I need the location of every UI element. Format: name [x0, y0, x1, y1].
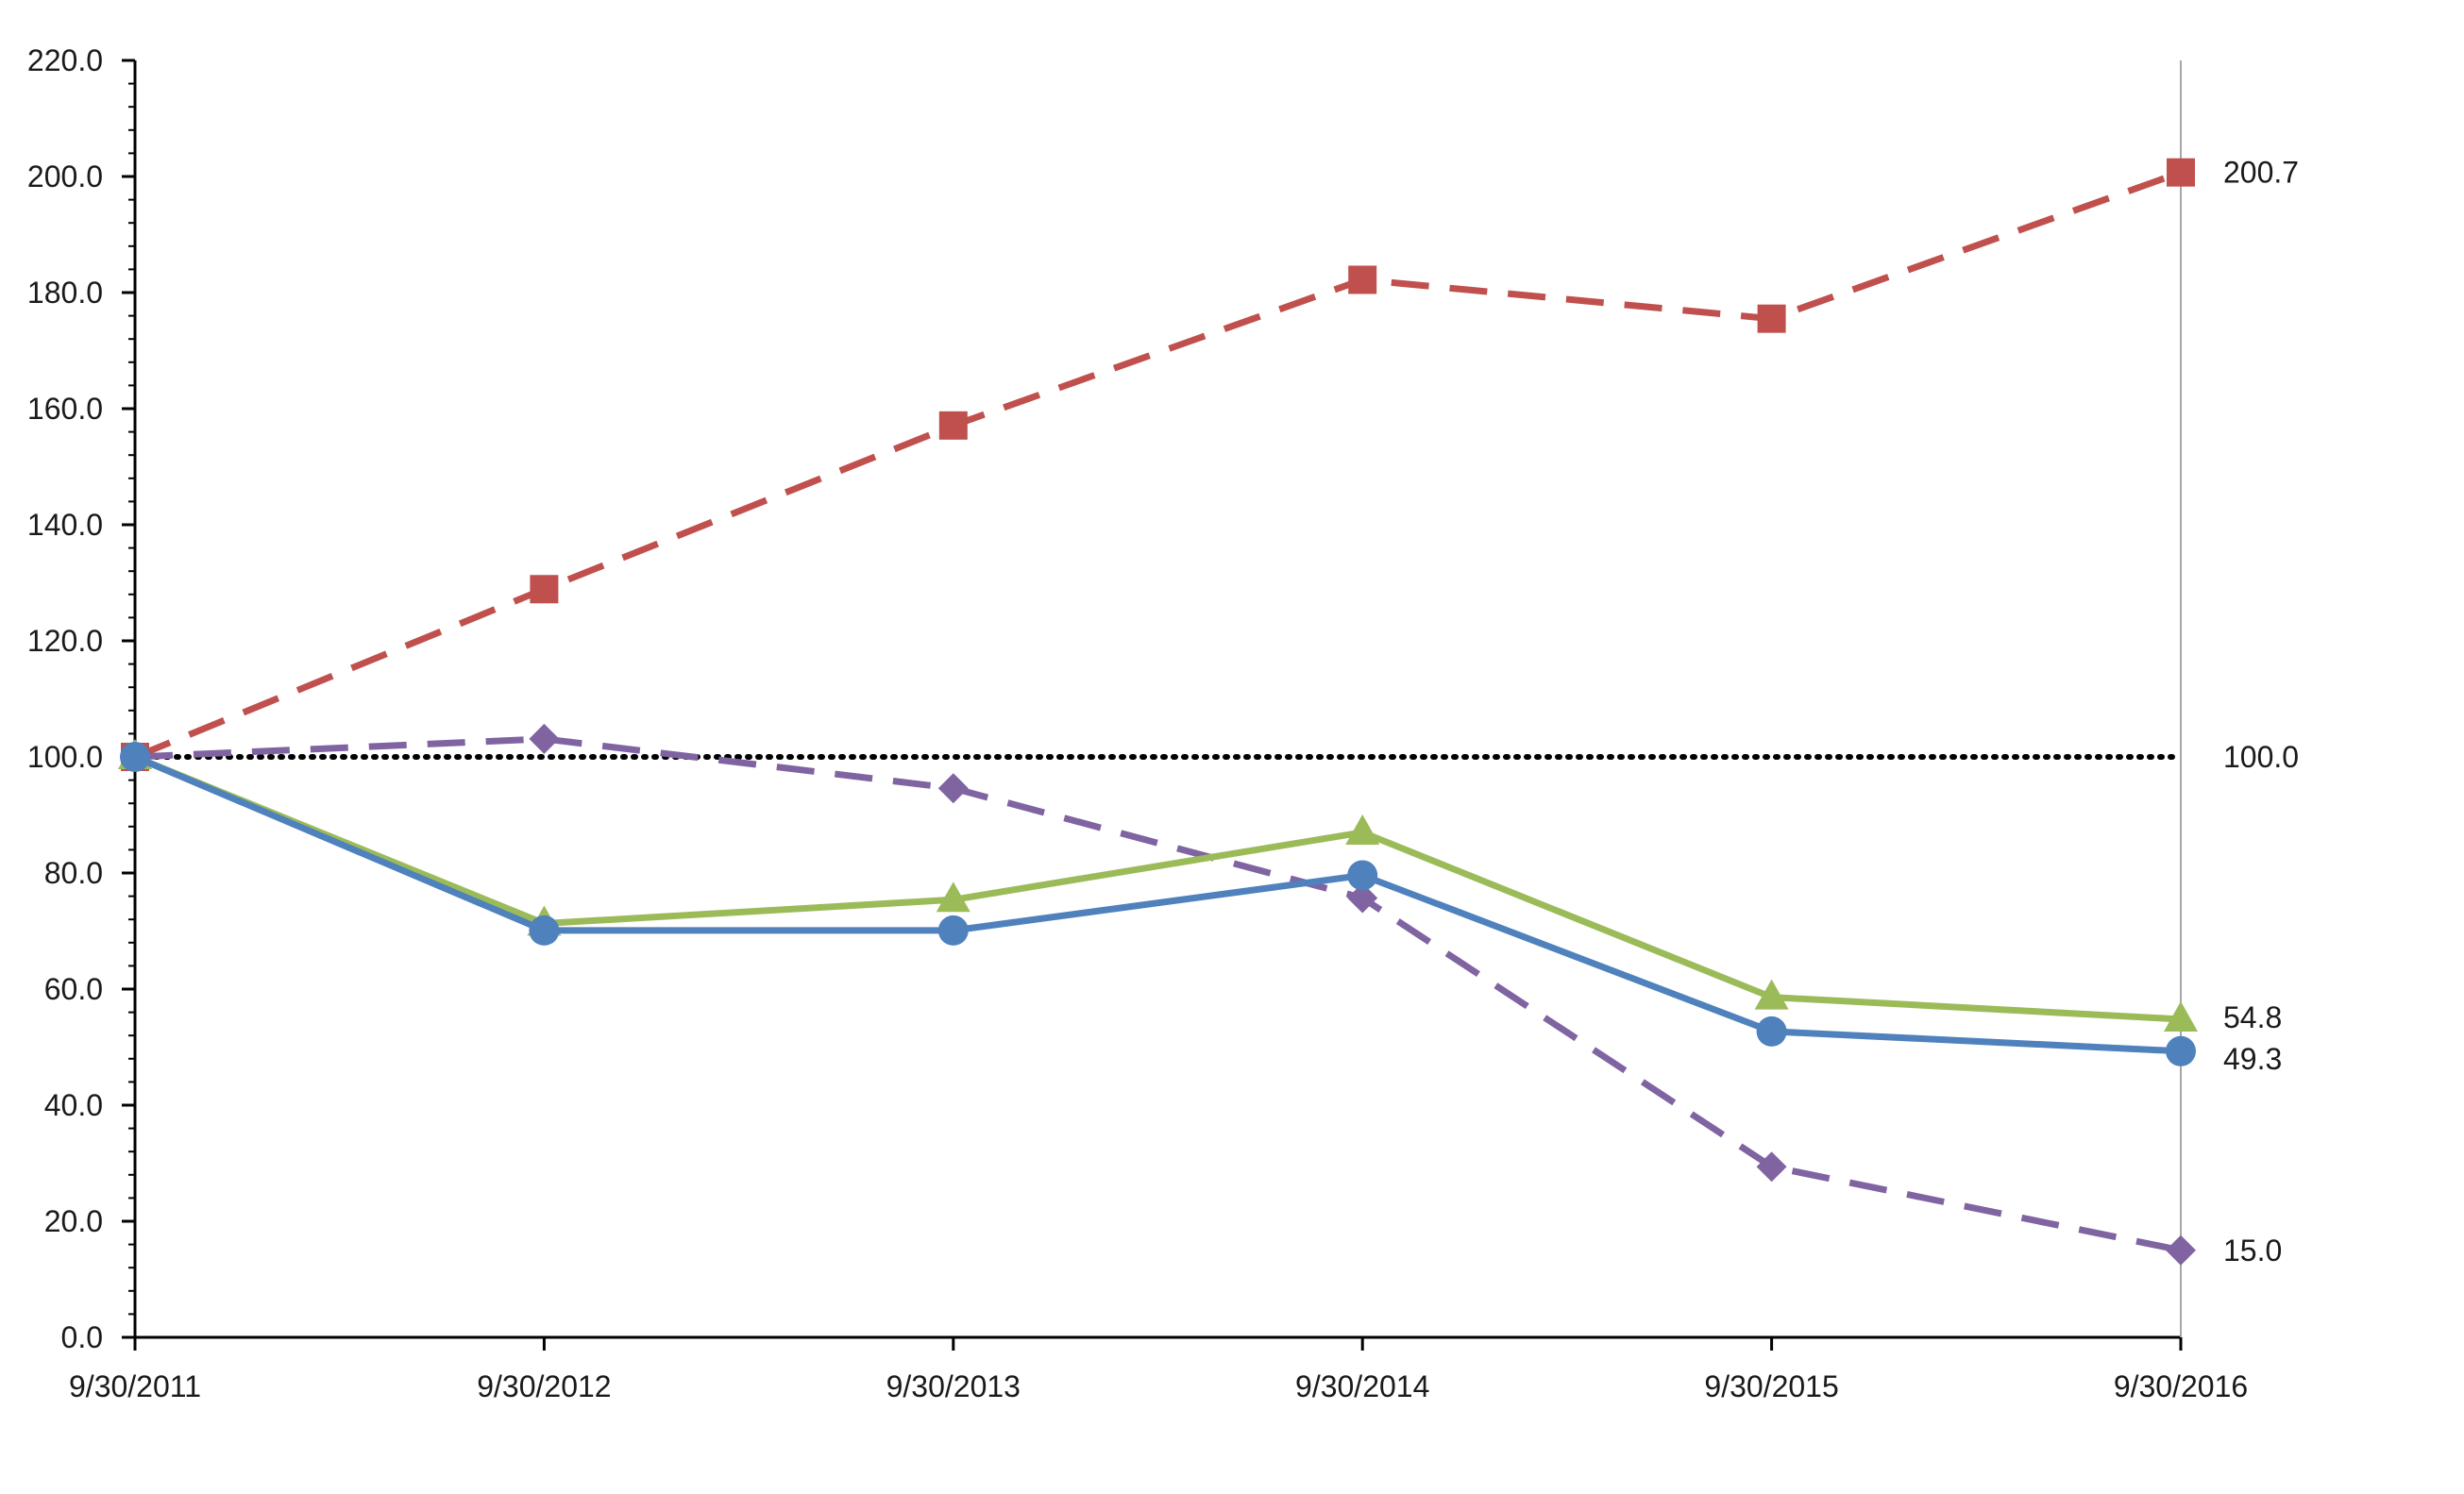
- series-3-point: [1345, 814, 1380, 845]
- series-3-point: [2164, 1000, 2198, 1032]
- y-tick-label: 60.0: [44, 972, 103, 1006]
- series-2-point: [937, 773, 969, 804]
- series-2-point: [1756, 1151, 1787, 1183]
- x-tick-label: 9/30/2011: [69, 1369, 201, 1403]
- series-1-point: [1348, 265, 1377, 294]
- y-tick-label: 20.0: [44, 1204, 103, 1238]
- series-line-2: [134, 735, 2182, 1254]
- series-group: [118, 158, 2198, 1266]
- reference-end-label: 100.0: [2223, 740, 2299, 774]
- x-tick-label: 9/30/2015: [1704, 1369, 1838, 1403]
- y-tick-label: 40.0: [44, 1088, 103, 1122]
- series-1-point: [938, 411, 968, 440]
- y-tick-label: 180.0: [27, 276, 103, 310]
- series-4-point: [1347, 860, 1378, 891]
- series-4-point: [937, 915, 969, 946]
- y-tick-label: 120.0: [27, 624, 103, 658]
- series-3-point: [936, 881, 970, 913]
- x-tick-label: 9/30/2014: [1295, 1369, 1429, 1403]
- axes: [122, 59, 2183, 1351]
- y-tick-label: 200.0: [27, 159, 103, 193]
- series-3-point: [1754, 979, 1789, 1010]
- series-4-point: [529, 915, 560, 946]
- series-4-end-label: 49.3: [2223, 1042, 2282, 1076]
- series-3-end-label: 54.8: [2223, 1000, 2282, 1034]
- series-line-4: [133, 753, 2182, 1055]
- series-4-point: [2166, 1035, 2196, 1066]
- y-tick-label: 0.0: [61, 1320, 103, 1354]
- series-4-point: [1756, 1016, 1787, 1047]
- series-2-point: [2166, 1234, 2196, 1266]
- y-tick-label: 140.0: [27, 508, 103, 542]
- y-tick-label: 220.0: [27, 43, 103, 77]
- series-2-point: [529, 723, 560, 754]
- series-1-end-label: 200.7: [2223, 156, 2299, 190]
- x-tick-label: 9/30/2012: [477, 1369, 611, 1403]
- y-tick-label: 160.0: [27, 392, 103, 426]
- series-1-point: [2167, 158, 2195, 187]
- series-1-point: [530, 575, 559, 604]
- series-2-end-label: 15.0: [2223, 1234, 2282, 1267]
- label-group: 0.0 20.0 40.0 60.0 80.0 100.0 120.0 140.0 160.0 1…: [27, 43, 2299, 1403]
- x-tick-label: 9/30/2016: [2114, 1369, 2248, 1403]
- series-4-point: [120, 742, 150, 772]
- x-tick-label: 9/30/2013: [886, 1369, 1021, 1403]
- series-2-point: [1347, 882, 1378, 914]
- y-tick-label: 100.0: [27, 740, 103, 774]
- y-tick-label: 80.0: [44, 856, 103, 890]
- series-line-3: [133, 753, 2182, 1023]
- series-line-1: [133, 169, 2183, 761]
- series-1-point: [1757, 304, 1786, 333]
